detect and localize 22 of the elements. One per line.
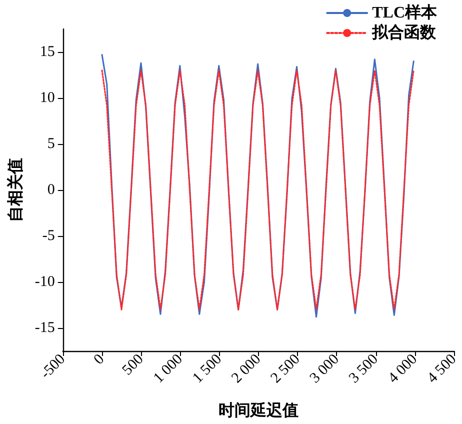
x-tick-label: 2 500 (268, 351, 304, 386)
legend-label: 拟合函数 (371, 24, 438, 42)
y-tick-label: 10 (40, 90, 55, 106)
x-tick-label: 3 000 (307, 351, 342, 386)
y-tick-label: -5 (42, 228, 55, 244)
y-tick-label: 0 (47, 182, 55, 198)
y-tick-label: -15 (34, 320, 55, 336)
x-tick-label: 1 500 (190, 351, 225, 386)
x-tick-label: 1 000 (150, 351, 186, 386)
y-tick-label: -10 (34, 274, 55, 290)
legend-label: TLC样本 (372, 4, 438, 22)
x-tick-label: 3 500 (346, 351, 382, 386)
x-tick-label: 2 000 (228, 351, 264, 386)
x-axis-title: 时间延迟值 (218, 402, 298, 420)
x-tick-label: 4 000 (385, 351, 421, 386)
x-tick-label: 0 (91, 351, 108, 368)
y-tick-label: 15 (40, 44, 55, 60)
x-tick-label: -500 (38, 351, 69, 382)
x-tick-label: 4 500 (424, 351, 460, 386)
y-axis-title: 自相关值 (6, 158, 24, 222)
x-tick-label: 500 (120, 351, 147, 379)
y-tick-label: 5 (47, 136, 55, 152)
